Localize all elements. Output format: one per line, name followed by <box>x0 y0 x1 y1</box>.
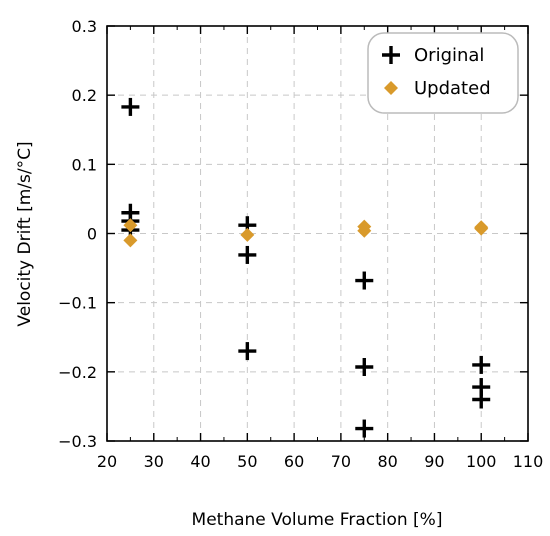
original-point <box>355 419 374 438</box>
x-tick-label: 40 <box>190 452 210 471</box>
y-tick-label: −0.2 <box>58 363 97 382</box>
original-point <box>238 342 257 361</box>
y-tick-label: 0.3 <box>72 17 97 36</box>
x-tick-label: 100 <box>466 452 497 471</box>
updated-point <box>357 223 372 238</box>
legend-label-original: Original <box>414 45 484 66</box>
y-axis-title: Velocity Drift [m/s/°C] <box>15 141 35 326</box>
x-axis-title: Methane Volume Fraction [%] <box>192 510 443 530</box>
y-tick-labels: −0.3 −0.2 −0.1 0 0.1 0.2 0.3 <box>58 17 97 451</box>
original-point <box>121 97 140 116</box>
y-tick-label: 0 <box>87 225 97 244</box>
updated-point <box>123 233 138 248</box>
updated-point <box>474 221 489 236</box>
legend-label-updated: Updated <box>414 78 491 99</box>
legend-original-marker <box>382 46 400 64</box>
y-tick-label: −0.1 <box>58 294 97 313</box>
updated-point <box>240 227 255 242</box>
x-tick-labels: 20 30 40 50 60 70 80 90 100 110 <box>97 452 543 471</box>
original-point <box>238 245 257 264</box>
x-tick-label: 20 <box>97 452 117 471</box>
x-tick-label: 110 <box>513 452 544 471</box>
x-tick-label: 80 <box>377 452 397 471</box>
legend-updated-marker <box>384 81 398 95</box>
x-tick-label: 30 <box>144 452 164 471</box>
legend-box <box>367 32 519 114</box>
legend: Original Updated <box>367 32 519 114</box>
original-point <box>472 355 491 374</box>
x-tick-label: 70 <box>331 452 351 471</box>
y-tick-label: −0.3 <box>58 432 97 451</box>
y-tick-label: 0.2 <box>72 86 97 105</box>
original-point <box>355 271 374 290</box>
original-point <box>355 357 374 376</box>
x-tick-label: 50 <box>237 452 257 471</box>
updated-point <box>123 218 138 233</box>
y-tick-label: 0.1 <box>72 155 97 174</box>
axis-ticks <box>106 25 529 442</box>
original-point <box>472 390 491 409</box>
data-points <box>121 97 491 438</box>
x-tick-label: 90 <box>424 452 444 471</box>
x-tick-label: 60 <box>284 452 304 471</box>
